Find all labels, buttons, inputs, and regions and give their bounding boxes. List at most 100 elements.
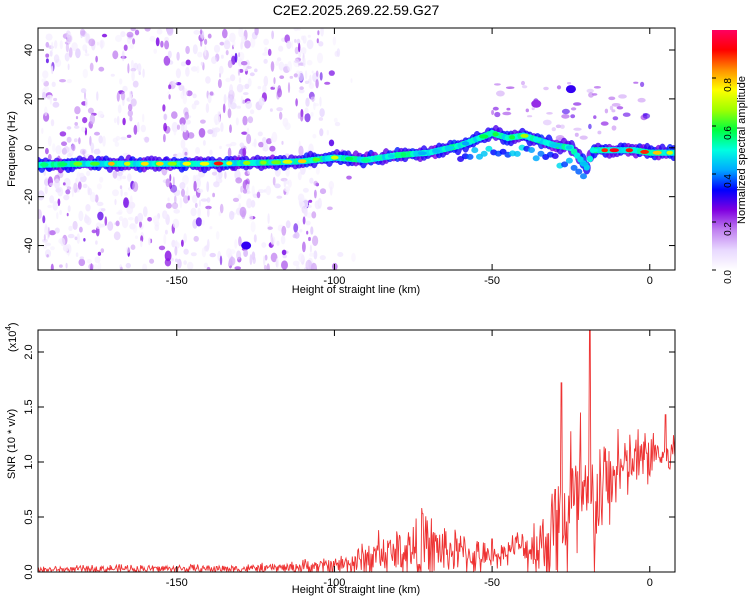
- heatmap-speckle: [240, 41, 243, 50]
- heatmap-speckle: [51, 65, 54, 75]
- ridge-hotspot: [479, 134, 489, 139]
- heatmap-speckle: [319, 96, 322, 107]
- heatmap-speckle: [183, 233, 187, 244]
- heatmap-speckle: [299, 86, 304, 90]
- heatmap-speckle: [202, 140, 206, 146]
- heatmap-speckle: [263, 264, 267, 270]
- heatmap-speckle: [574, 132, 579, 137]
- heatmap-speckle: [38, 209, 42, 220]
- heatmap-speckle: [217, 111, 221, 115]
- heatmap-speckle: [114, 198, 117, 206]
- heatmap-speckle: [193, 30, 201, 35]
- heatmap-speckle: [194, 202, 198, 208]
- heatmap-speckle: [65, 42, 69, 53]
- y-tick-label: -40: [23, 238, 35, 254]
- heatmap-speckle: [172, 218, 180, 229]
- heatmap-speckle: [101, 33, 108, 38]
- heatmap-speckle: [47, 154, 52, 161]
- heatmap-speckle: [209, 149, 213, 155]
- snr-y-axis-label: SNR (10 * v/v): [6, 409, 18, 479]
- heatmap-speckle: [148, 237, 151, 246]
- heatmap-speckle: [292, 260, 300, 266]
- heatmap-speckle: [72, 220, 78, 230]
- heatmap-speckle: [155, 37, 160, 47]
- heatmap-speckle: [302, 187, 309, 193]
- heatmap-speckle: [139, 221, 142, 228]
- heatmap-speckle: [303, 57, 306, 68]
- heatmap-speckle: [505, 86, 515, 89]
- heatmap-speckle: [298, 70, 304, 82]
- heatmap-speckle: [279, 75, 285, 79]
- heatmap-speckle: [266, 138, 272, 145]
- heatmap-speckle: [65, 189, 71, 195]
- heatmap-speckle: [305, 220, 311, 226]
- heatmap-speckle: [307, 34, 311, 38]
- heatmap-speckle: [120, 136, 127, 140]
- chart-title: C2E2.2025.269.22.59.G27: [273, 2, 440, 18]
- heatmap-speckle: [551, 127, 556, 132]
- heatmap-speckle: [93, 148, 101, 155]
- y-tick-label: 1.0: [23, 454, 35, 469]
- heatmap-speckle: [301, 35, 305, 41]
- heatmap-speckle: [113, 117, 117, 124]
- heatmap-speckle: [193, 180, 197, 192]
- heatmap-speckle: [612, 116, 619, 121]
- heatmap-speckle: [85, 49, 88, 54]
- x-tick-label: 0: [647, 577, 653, 589]
- heatmap-speckle: [304, 107, 309, 114]
- heatmap-speckle: [125, 262, 131, 269]
- ridge-branch: [570, 164, 578, 171]
- heatmap-speckle: [225, 50, 229, 56]
- heatmap-speckle: [163, 122, 168, 132]
- heatmap-speckle: [319, 128, 324, 137]
- heatmap-speckle: [200, 61, 204, 66]
- y-tick-label: 0: [23, 145, 35, 151]
- heatmap-speckle: [314, 189, 317, 199]
- heatmap-speckle: [609, 105, 614, 111]
- heatmap-speckle: [126, 134, 132, 138]
- heatmap-speckle: [229, 256, 236, 266]
- heatmap-speckle: [316, 38, 319, 44]
- y-tick-label: 0.0: [23, 564, 35, 579]
- heatmap-speckle: [579, 135, 588, 140]
- heatmap-speckle: [185, 45, 190, 55]
- heatmap-speckle: [604, 108, 609, 114]
- heatmap-speckle: [122, 117, 126, 126]
- heatmap-speckle: [642, 113, 651, 119]
- heatmap-speckle: [618, 94, 627, 99]
- heatmap-speckle: [130, 59, 134, 70]
- heatmap-speckle: [118, 216, 124, 222]
- heatmap-speckle: [305, 259, 313, 270]
- heatmap-speckle: [319, 72, 323, 81]
- heatmap-speckle: [204, 45, 207, 57]
- heatmap-speckle: [132, 80, 139, 88]
- heatmap-speckle: [328, 139, 335, 147]
- heatmap-speckle: [47, 135, 52, 147]
- heatmap-speckle: [66, 186, 72, 191]
- heatmap-speckle: [546, 112, 553, 115]
- heatmap-speckle: [73, 138, 78, 143]
- heatmap-speckle: [531, 107, 535, 111]
- heatmap-speckle: [121, 217, 129, 229]
- heatmap-speckle: [136, 121, 140, 133]
- heatmap-speckle: [71, 144, 76, 152]
- ridge-hotspot: [57, 162, 68, 167]
- ridge-branch: [575, 168, 583, 175]
- heatmap-speckle: [74, 125, 80, 129]
- heatmap-speckle: [52, 143, 56, 153]
- ridge-hotspot: [282, 159, 293, 164]
- heatmap-speckle: [306, 59, 313, 66]
- heatmap-speckle: [193, 235, 199, 242]
- ridge-hotspot: [297, 159, 307, 164]
- heatmap-speckle: [144, 28, 151, 32]
- heatmap-speckle: [129, 44, 134, 49]
- heatmap-speckle: [152, 215, 160, 225]
- heatmap-speckle: [240, 61, 248, 66]
- heatmap-speckle: [219, 145, 222, 150]
- heatmap-speckle: [133, 124, 138, 135]
- heatmap-speckle: [53, 54, 60, 63]
- heatmap-speckle: [247, 116, 254, 124]
- ridge-core: [671, 149, 675, 156]
- heatmap-speckle: [234, 52, 238, 63]
